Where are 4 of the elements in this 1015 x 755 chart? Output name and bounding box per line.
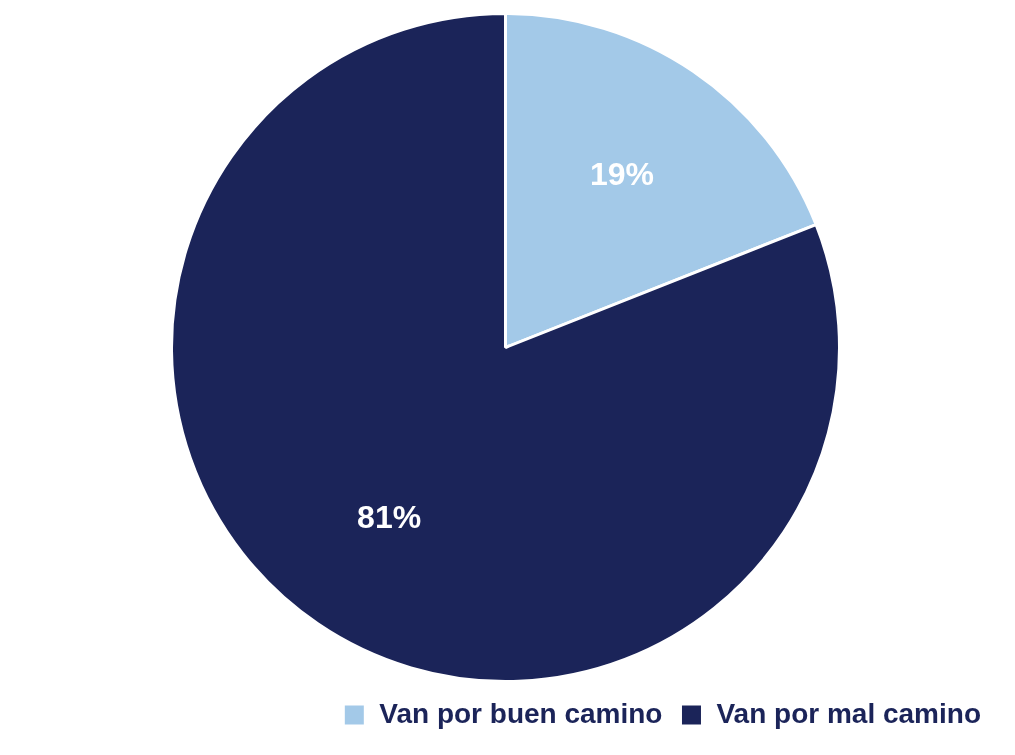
data-label: 19%: [589, 156, 654, 193]
data-label: 81%: [357, 498, 422, 535]
legend-label: Van por mal camino: [716, 697, 982, 729]
legend-label: Van por buen camino: [379, 697, 663, 729]
